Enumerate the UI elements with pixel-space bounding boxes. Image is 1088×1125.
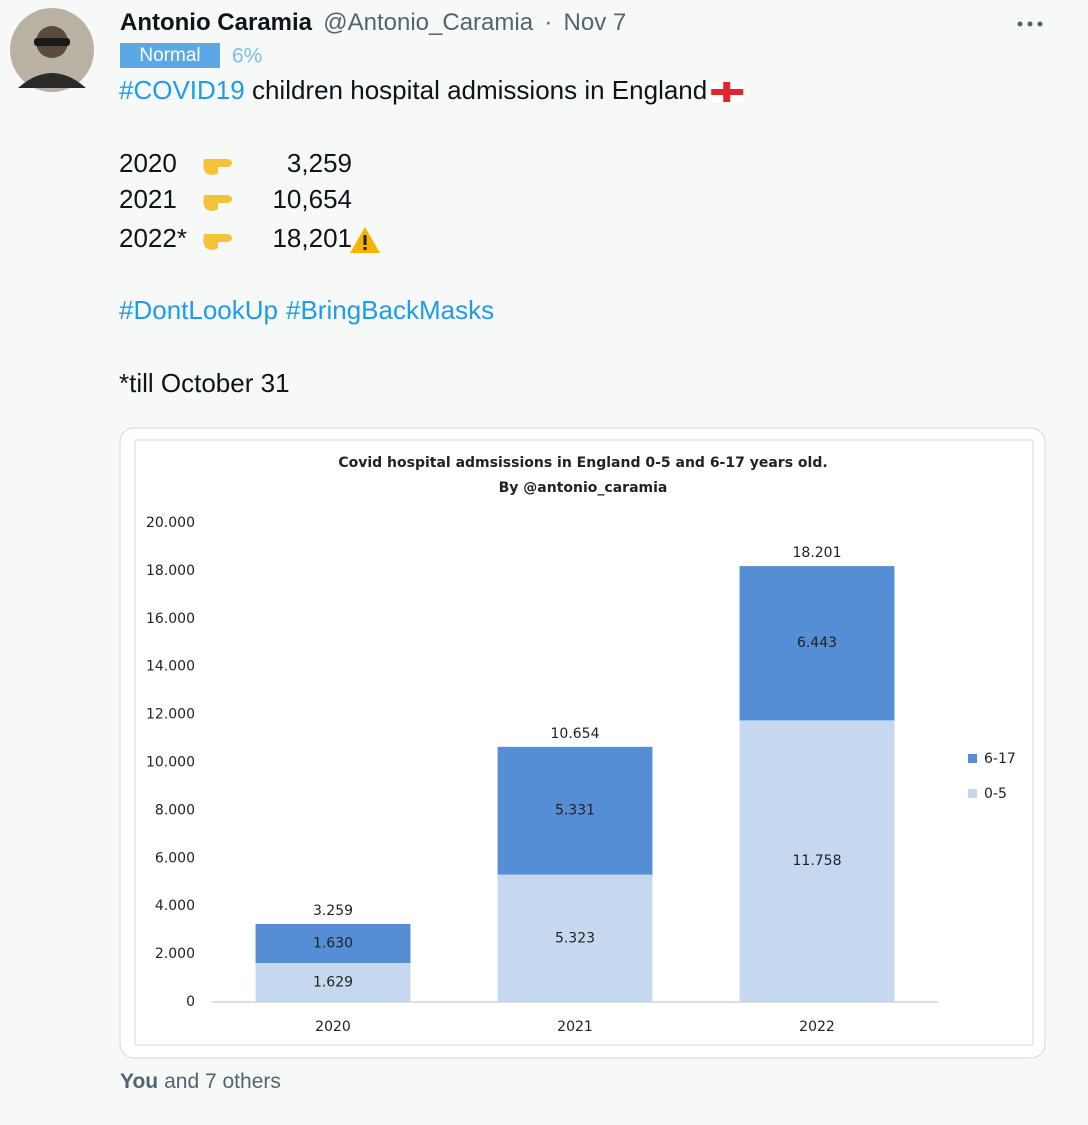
- headline-text: children hospital admissions in England: [245, 75, 708, 105]
- value-label: 11.758: [793, 853, 842, 869]
- warning-icon: [350, 227, 380, 253]
- likes-who[interactable]: You: [120, 1070, 158, 1093]
- x-tick-label: 2020: [315, 1019, 351, 1035]
- y-tick-label: 14.000: [146, 659, 195, 675]
- value-label: 1.630: [313, 935, 353, 951]
- separator: ·: [544, 9, 552, 36]
- icon-shape: [363, 235, 367, 245]
- y-tick-label: 12.000: [146, 707, 195, 723]
- year: 2020: [119, 148, 177, 178]
- value-label: 5.331: [555, 803, 595, 819]
- likes[interactable]: You and 7 others: [120, 1070, 281, 1093]
- pointing-hand-icon: [203, 234, 232, 250]
- total-label: 10.654: [551, 726, 600, 742]
- icon-shape: [203, 195, 232, 211]
- value-label: 1.629: [313, 974, 353, 990]
- y-tick-label: 10.000: [146, 755, 195, 771]
- legend-label: 0-5: [984, 786, 1007, 802]
- likes-rest[interactable]: and 7 others: [164, 1070, 281, 1093]
- year: 2022*: [119, 223, 187, 253]
- legend-swatch: [968, 789, 977, 798]
- chart-subtitle: By @antonio_caramia: [499, 480, 668, 496]
- y-tick-label: 20.000: [146, 515, 195, 531]
- year: 2021: [119, 184, 177, 214]
- pointing-hand-icon: [203, 159, 232, 175]
- hashtag[interactable]: #BringBackMasks: [286, 295, 494, 325]
- england-flag: [711, 82, 744, 102]
- count: 18,201: [272, 223, 352, 253]
- date[interactable]: Nov 7: [564, 9, 627, 36]
- total-label: 3.259: [313, 903, 353, 919]
- note: *till October 31: [119, 368, 290, 398]
- icon-shape: [363, 247, 367, 250]
- hashtags: #DontLookUp #BringBackMasks: [119, 295, 494, 325]
- author-line: Antonio Caramia @Antonio_Caramia · Nov 7: [120, 7, 626, 37]
- y-tick-label: 0: [186, 994, 195, 1010]
- author-name[interactable]: Antonio Caramia: [120, 9, 313, 36]
- y-tick-label: 2.000: [155, 946, 195, 962]
- count: 10,654: [272, 184, 352, 214]
- bar-segment: [255, 923, 411, 963]
- x-tick-label: 2021: [557, 1019, 593, 1035]
- pointing-hand-icon: [203, 195, 232, 211]
- bar-segment: [739, 566, 895, 721]
- count: 3,259: [287, 148, 352, 178]
- y-tick-label: 4.000: [155, 898, 195, 914]
- hashtag[interactable]: #DontLookUp: [119, 295, 278, 325]
- value-label: 5.323: [555, 930, 595, 946]
- badge: [120, 43, 220, 68]
- hashtag[interactable]: #COVID19: [119, 75, 245, 105]
- legend-label: 6-17: [984, 751, 1016, 767]
- y-tick-label: 6.000: [155, 850, 195, 866]
- bar-segment: [497, 746, 653, 875]
- bar-segment: [739, 720, 895, 1002]
- bar-segment: [255, 962, 411, 1002]
- y-tick-label: 8.000: [155, 802, 195, 818]
- icon-shape: [203, 159, 232, 175]
- badge-value: 6%: [232, 45, 262, 68]
- total-label: 18.201: [793, 545, 842, 561]
- handle[interactable]: @Antonio_Caramia: [323, 9, 533, 36]
- avatar[interactable]: [10, 8, 94, 92]
- x-tick-label: 2022: [799, 1019, 835, 1035]
- icon-shape: [203, 234, 232, 250]
- more-menu[interactable]: [1017, 21, 1043, 27]
- chart-title: Covid hospital admsissions in England 0-…: [338, 455, 827, 471]
- y-tick-label: 18.000: [146, 563, 195, 579]
- value-label: 6.443: [797, 635, 837, 651]
- legend-swatch: [968, 754, 977, 763]
- badge-label: Normal: [139, 45, 200, 66]
- bar-segment: [497, 874, 653, 1002]
- headline: #COVID19 children hospital admissions in…: [119, 75, 707, 105]
- y-tick-label: 16.000: [146, 611, 195, 627]
